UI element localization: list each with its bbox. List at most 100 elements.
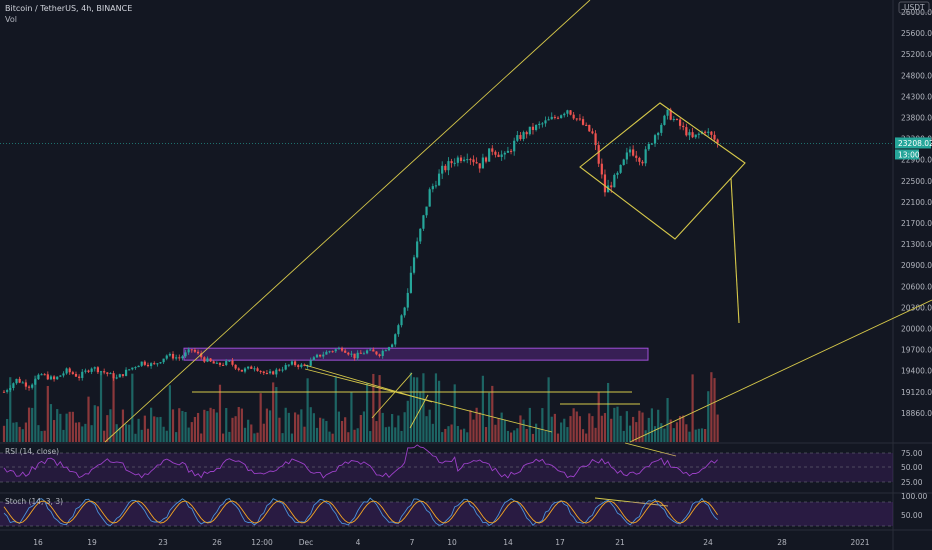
candle-body	[409, 272, 412, 293]
candle-body	[46, 374, 49, 380]
candle-body	[575, 118, 578, 120]
volume-bar	[704, 429, 707, 442]
y-tick-label: 22900.00	[901, 156, 932, 165]
symbol-title[interactable]: Bitcoin / TetherUS, 4h, BINANCE	[5, 4, 133, 13]
volume-bar	[713, 378, 716, 442]
volume-bar	[553, 413, 556, 442]
candle-body	[484, 157, 488, 162]
candle-body	[137, 365, 140, 368]
candle-body	[78, 376, 81, 378]
volume-bar	[162, 426, 165, 442]
volume-bar	[140, 429, 143, 442]
candle-body	[391, 344, 394, 348]
candle-body	[387, 347, 391, 351]
volume-bar	[406, 400, 409, 442]
volume-bar	[325, 420, 328, 442]
volume-bar	[663, 428, 666, 442]
candle-body	[535, 125, 538, 130]
volume-bar	[96, 406, 99, 442]
candle-body	[59, 375, 62, 377]
volume-bar	[131, 373, 134, 442]
candle-body	[594, 133, 597, 146]
candle-body	[222, 364, 225, 366]
candle-body	[121, 374, 125, 376]
volume-bar	[49, 404, 53, 442]
volume-bar	[344, 417, 347, 442]
candle-body	[228, 360, 231, 362]
volume-bar	[165, 430, 168, 442]
candle-body	[112, 373, 115, 379]
volume-bar	[9, 377, 12, 442]
candle-body	[544, 120, 547, 124]
volume-bar	[118, 427, 121, 442]
candle-body	[259, 370, 262, 372]
volume-bar	[400, 430, 403, 442]
volume-bar	[362, 411, 366, 442]
volume-bar	[628, 425, 632, 442]
candle-body	[384, 350, 387, 352]
candle-body	[168, 353, 171, 356]
candle-body	[103, 371, 106, 373]
volume-bar	[437, 380, 441, 442]
volume-bar	[657, 409, 660, 442]
volume-bar	[309, 407, 312, 442]
volume-bar	[422, 373, 425, 442]
volume-bar	[578, 416, 582, 442]
candle-body	[250, 366, 253, 369]
volume-bar	[306, 378, 309, 442]
rsi-line	[3, 444, 718, 479]
volume-bar	[641, 412, 644, 442]
candle-body	[466, 159, 469, 161]
candle-body	[494, 151, 497, 155]
volume-bar	[206, 411, 209, 442]
volume-bar	[682, 415, 685, 442]
candle-body	[187, 349, 190, 353]
currency-badge-label: USDT	[904, 3, 925, 12]
volume-bar	[447, 426, 450, 442]
volume-bar	[27, 407, 31, 442]
x-tick-label: 10	[447, 538, 457, 547]
candle-body	[632, 149, 635, 156]
candle-body	[340, 348, 344, 351]
candle-body	[591, 131, 594, 134]
volume-bar	[597, 391, 600, 442]
volume-bar	[509, 432, 513, 442]
volume-bar	[284, 407, 287, 442]
x-tick-label: 12:00	[251, 538, 273, 547]
candle-body	[547, 119, 550, 121]
candle-body	[716, 139, 719, 143]
volume-bar	[381, 412, 384, 442]
candle-body	[622, 159, 625, 165]
candle-body	[231, 360, 234, 365]
volume-bar	[228, 431, 231, 442]
candle-body	[378, 354, 381, 357]
volume-bar	[356, 428, 359, 442]
volume-bar	[522, 419, 525, 442]
volume-bar	[350, 392, 353, 442]
volume-bar	[638, 410, 641, 442]
candle-body	[215, 362, 218, 364]
x-tick-label: 17	[555, 538, 565, 547]
volume-bar	[441, 432, 444, 442]
candle-body	[513, 140, 516, 152]
volume-legend[interactable]: Vol	[5, 15, 17, 24]
candle-body	[193, 349, 197, 352]
candle-body	[400, 315, 403, 326]
candle-body	[531, 126, 535, 130]
volume-bar	[178, 408, 181, 442]
x-tick-label: Dec	[299, 538, 314, 547]
candle-body	[62, 373, 65, 376]
candle-body	[297, 365, 300, 367]
candle-body	[572, 114, 575, 119]
candle-body	[146, 364, 150, 367]
volume-bar	[268, 410, 272, 442]
rsi-band	[0, 453, 893, 482]
volume-bar	[397, 415, 400, 442]
candle-body	[6, 390, 9, 392]
candle-body	[469, 159, 472, 161]
volume-bar	[600, 415, 603, 442]
volume-bar	[84, 423, 87, 442]
candle-body	[603, 174, 607, 193]
